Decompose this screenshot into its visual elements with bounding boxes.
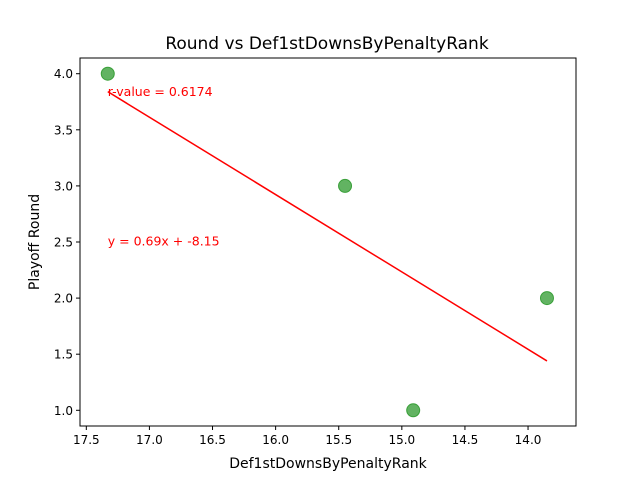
scatter-point	[539, 291, 554, 306]
scatter-point	[338, 178, 353, 193]
x-tick-label: 17.0	[136, 433, 163, 447]
y-tick-label: 2.5	[54, 236, 73, 250]
annotation-text: r-value = 0.6174	[108, 84, 213, 99]
x-tick-label: 14.0	[515, 433, 542, 447]
y-tick-label: 1.0	[54, 404, 73, 418]
y-tick-label: 4.0	[54, 67, 73, 81]
y-axis-title: Playoff Round	[27, 194, 43, 290]
y-tick-label: 3.0	[54, 179, 73, 193]
regression-line	[107, 91, 548, 362]
y-tick-label: 3.5	[54, 123, 73, 137]
x-tick-label: 17.5	[73, 433, 100, 447]
x-tick-label: 15.5	[325, 433, 352, 447]
chart-title: Round vs Def1stDownsByPenaltyRank	[165, 34, 489, 54]
x-tick-label: 16.5	[199, 433, 226, 447]
annotation-text: y = 0.69x + -8.15	[108, 233, 220, 248]
y-tick-label: 2.0	[54, 292, 73, 306]
scatter-point	[100, 66, 115, 81]
x-tick-label: 14.5	[452, 433, 479, 447]
scatter-point	[406, 403, 421, 418]
x-tick-label: 16.0	[262, 433, 289, 447]
x-axis-title: Def1stDownsByPenaltyRank	[229, 456, 427, 472]
y-tick-label: 1.5	[54, 348, 73, 362]
axes-frame	[79, 57, 577, 427]
plot-area: 17.5 17.0 16.5 16.0 15.5 15.0 14.5 14.0 1.0 1.5 2.…	[54, 66, 554, 447]
x-tick-label: 15.0	[388, 433, 415, 447]
